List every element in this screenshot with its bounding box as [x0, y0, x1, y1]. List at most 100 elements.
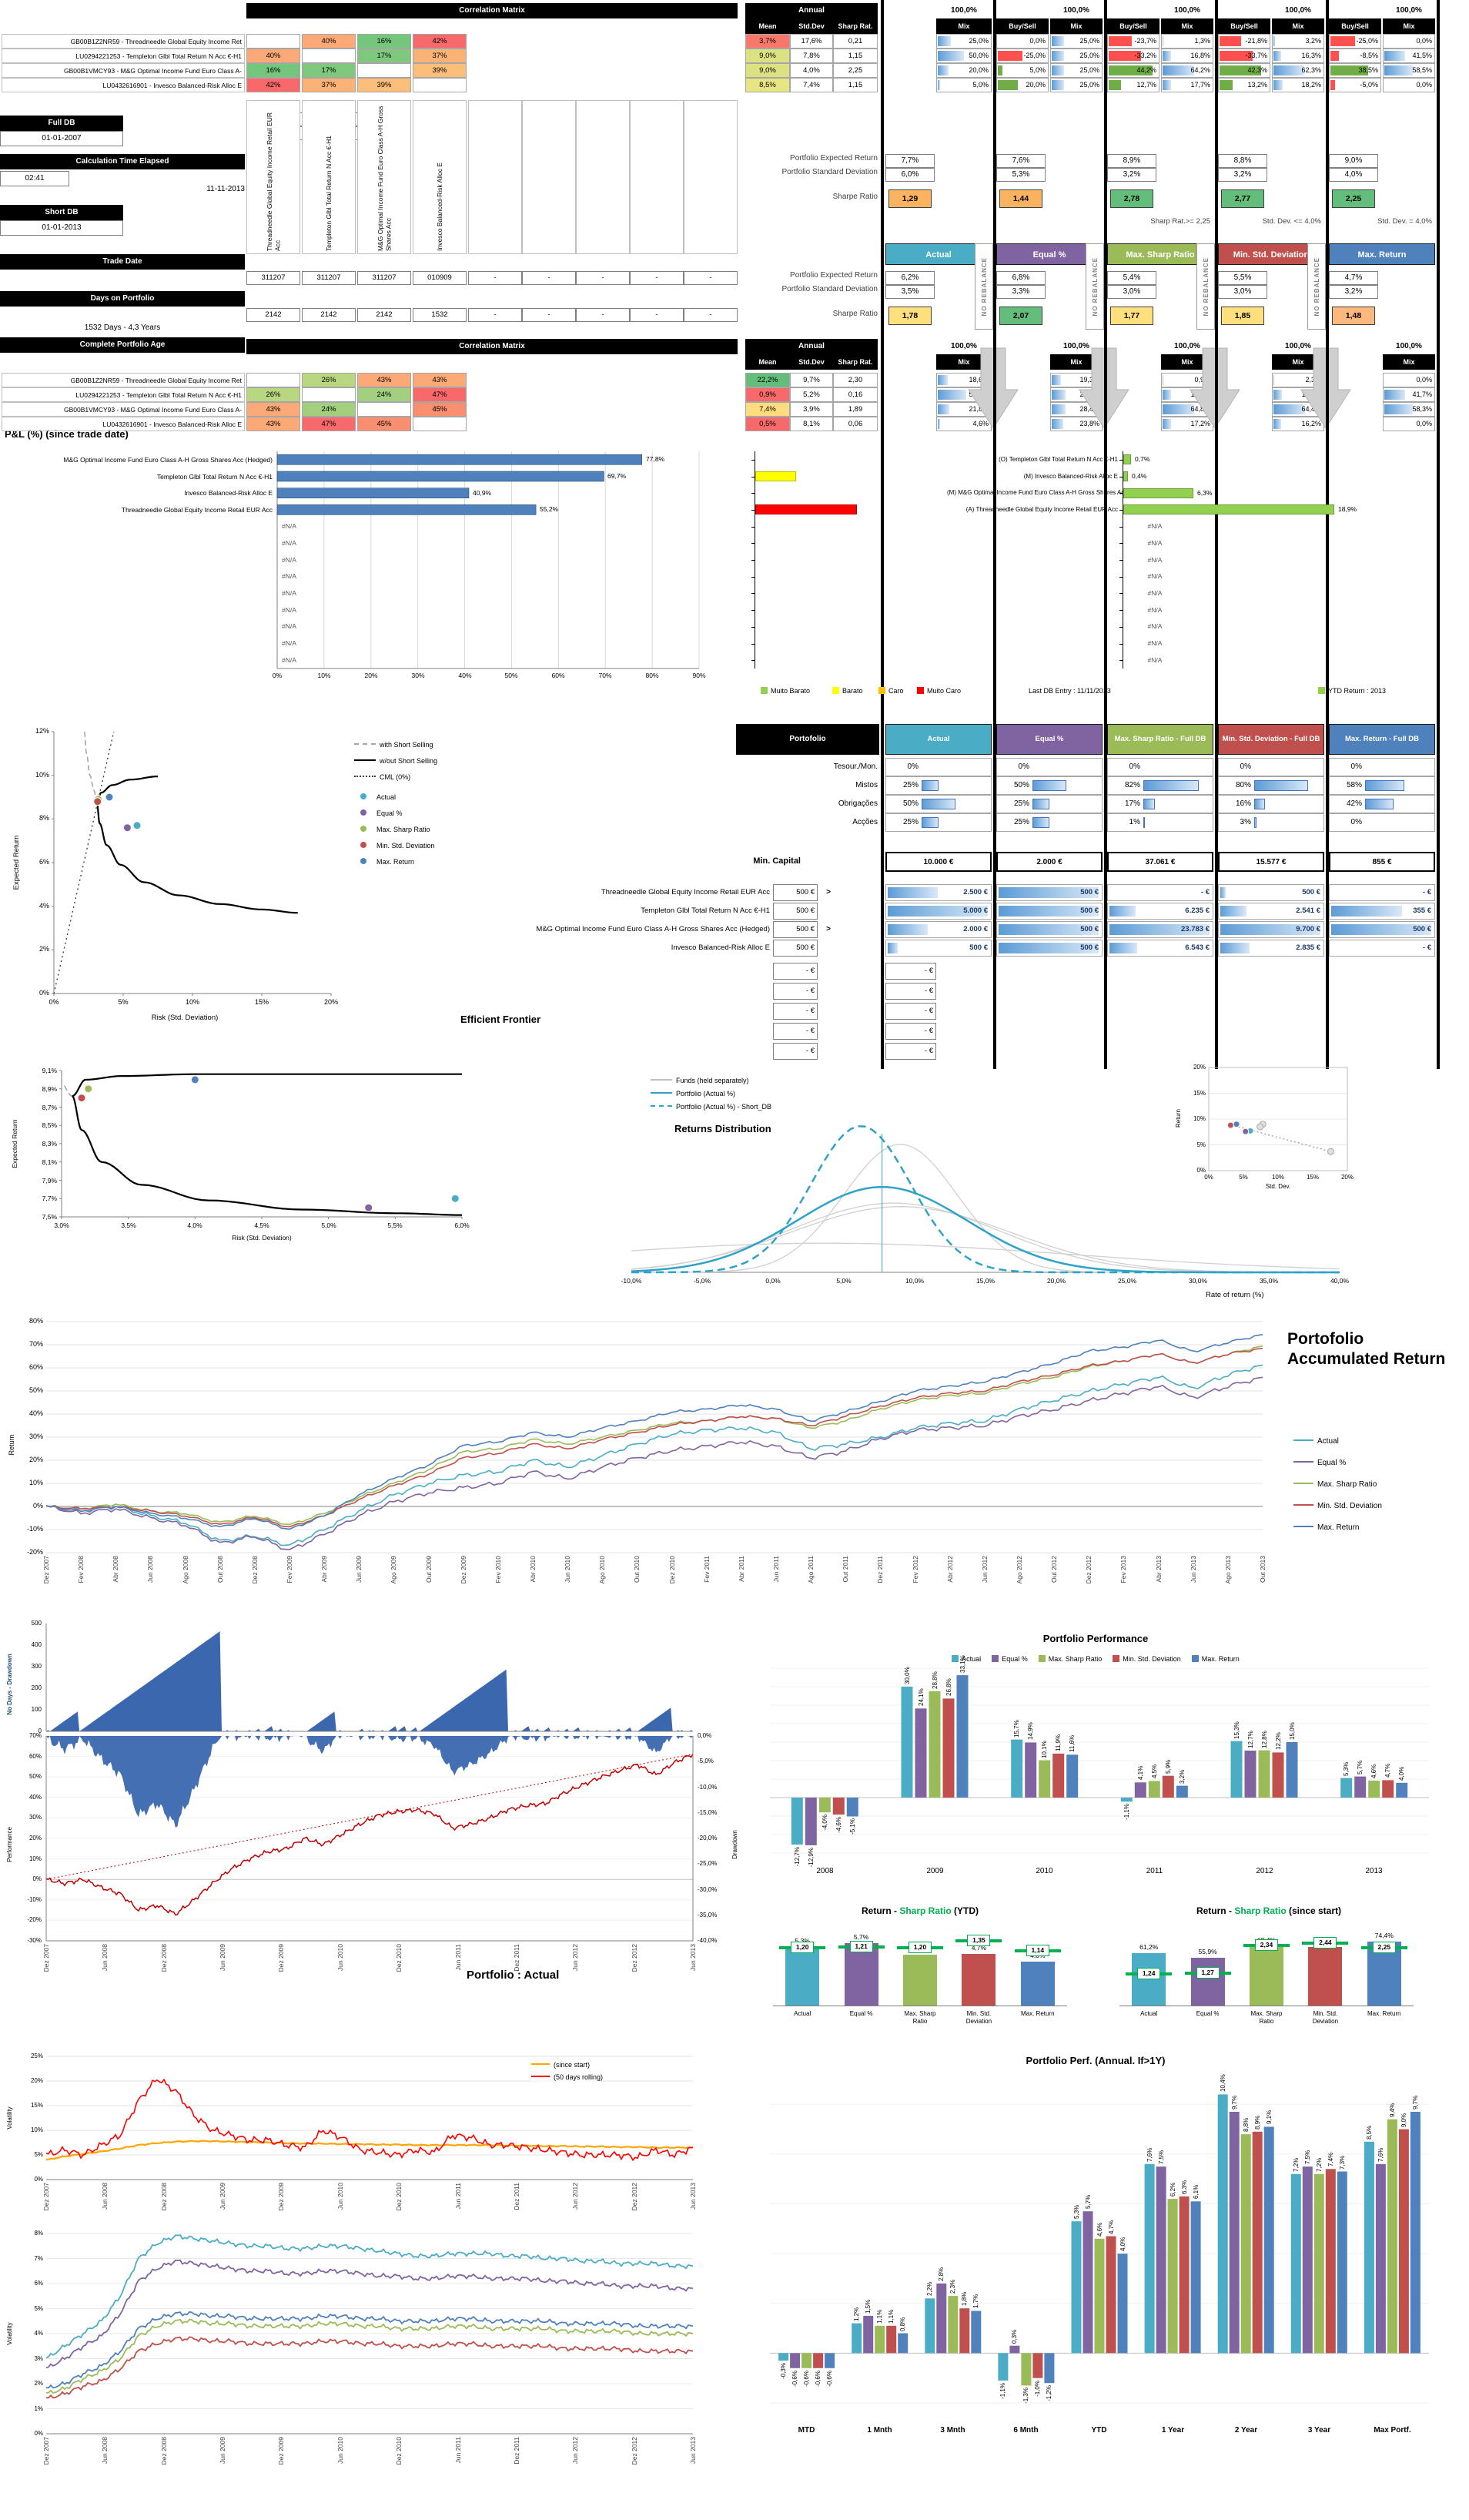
mix-column-header[interactable]: Mix — [1383, 18, 1435, 34]
correlation-cell[interactable]: 43% — [413, 373, 467, 387]
mix-column-header[interactable]: Mix — [1050, 18, 1103, 34]
correlation-cell[interactable]: 39% — [357, 78, 411, 92]
min-capital-cell[interactable]: - € — [1329, 884, 1435, 901]
valuation-legend-item[interactable]: Caro — [878, 687, 904, 698]
frontier-legend-item[interactable]: Actual — [354, 793, 396, 804]
drawdown-days-chart[interactable] — [45, 1624, 693, 1732]
allocation-col-header[interactable]: Max. Return - Full DB — [1329, 724, 1435, 755]
mix2-cell[interactable]: 19,3% — [1050, 373, 1103, 387]
min-capital-cell[interactable]: - € — [1329, 940, 1435, 957]
annual-col-header[interactable]: Sharp Rat. — [833, 18, 878, 34]
correlation-cell[interactable]: 47% — [413, 387, 467, 402]
allocation-cell[interactable]: 42% — [1329, 795, 1435, 813]
allocation-cell[interactable]: 25% — [996, 795, 1103, 813]
allocation-col-header[interactable]: Min. Std. Deviation - Full DB — [1218, 724, 1324, 755]
allocation-col-header[interactable]: Max. Sharp Ratio - Full DB — [1107, 724, 1213, 755]
empty-capital-cell[interactable]: - € — [885, 1043, 936, 1060]
buysell-cell[interactable]: -33,2% — [1107, 49, 1159, 63]
correlation-cell[interactable] — [246, 373, 300, 387]
frontier-legend-item[interactable]: CML (0%) — [354, 773, 410, 784]
mix2-cell[interactable]: 64,8% — [1161, 402, 1213, 417]
allocation-cell[interactable]: 58% — [1329, 776, 1435, 795]
correlation-cell[interactable]: 39% — [413, 63, 467, 78]
days-on-portfolio-empty[interactable]: - — [522, 308, 576, 322]
annual2-std-cell[interactable]: 5,2% — [790, 387, 833, 402]
portfolio-expected-return-value[interactable]: 8,8% — [1218, 154, 1267, 168]
allocation-cell[interactable]: 25% — [996, 813, 1103, 832]
min-capital-cell[interactable]: 2.500 € — [885, 884, 992, 901]
annual2-mean-cell[interactable]: 0,5% — [745, 417, 790, 431]
portfolio-column-header[interactable]: Actual — [885, 243, 992, 265]
portfolio-column-header[interactable]: Equal % — [996, 243, 1103, 265]
buysell-cell[interactable]: -25,0% — [996, 49, 1049, 63]
mix-cell[interactable]: 3,2% — [1272, 34, 1324, 49]
annual-std-cell[interactable]: 4,0% — [790, 63, 833, 78]
performance-legend-item[interactable]: Max. Return — [1191, 1655, 1240, 1663]
mix-column-header[interactable]: Mix — [1161, 18, 1213, 34]
days-on-portfolio-empty[interactable]: - — [684, 308, 738, 322]
annual2-col-header[interactable]: Sharp Rat. — [833, 354, 878, 370]
buysell-cell[interactable]: -5,0% — [1329, 78, 1381, 92]
efficient-frontier-zoom-chart[interactable] — [59, 1070, 465, 1220]
portfolio-expected-return-value[interactable]: 8,9% — [1107, 154, 1156, 168]
annual2-mean-cell[interactable]: 0,9% — [745, 387, 790, 402]
annual-sharp-cell[interactable]: 1,15 — [833, 78, 878, 92]
mix2-cell[interactable]: 58,3% — [1383, 402, 1435, 417]
min-capital-cell[interactable]: 6.543 € — [1107, 940, 1213, 957]
min-capital-total[interactable]: 2.000 € — [996, 852, 1103, 872]
allocation-cell[interactable]: 0% — [885, 758, 992, 776]
annual2-sharp-cell[interactable]: 2,30 — [833, 373, 878, 387]
annual2-mean-cell[interactable]: 22,2% — [745, 373, 790, 387]
trade-date-value[interactable]: 010909 — [413, 271, 467, 285]
allocation-cell[interactable]: 25% — [885, 776, 992, 795]
mix-cell[interactable]: 1,3% — [1161, 34, 1213, 49]
correlation-cell[interactable]: 17% — [357, 49, 411, 63]
days-on-portfolio-value[interactable]: 2142 — [357, 308, 411, 322]
portfolio-column-header[interactable]: Max. Sharp Ratio — [1107, 243, 1213, 265]
correlation-cell[interactable]: 26% — [302, 373, 356, 387]
mix-cell[interactable]: 41,5% — [1383, 49, 1435, 63]
annual-std-cell[interactable]: 17,6% — [790, 34, 833, 49]
correlation-cell[interactable]: 40% — [302, 34, 356, 49]
min-capital-total[interactable]: 855 € — [1329, 852, 1435, 872]
correlation-cell[interactable]: 45% — [357, 417, 411, 431]
volatility-multi-chart[interactable] — [45, 2233, 694, 2435]
trade-date-empty[interactable]: - — [630, 271, 684, 285]
buysell-column-header[interactable]: Buy/Sell — [1329, 18, 1381, 34]
correlation-cell[interactable]: 42% — [246, 78, 300, 92]
correlation-cell[interactable]: 16% — [246, 63, 300, 78]
portfolio-std-deviation2-value[interactable]: 3,0% — [1218, 285, 1267, 299]
distribution-legend-item[interactable]: Portfolio (Actual %) — [651, 1090, 735, 1101]
mix-cell[interactable]: 64,2% — [1161, 63, 1213, 78]
allocation-col-header[interactable]: Equal % — [996, 724, 1103, 755]
portfolio-std-deviation-value[interactable]: 3,2% — [1107, 168, 1156, 182]
buysell-cell[interactable]: -23,7% — [1107, 34, 1159, 49]
min-capital-cell[interactable]: - € — [1107, 884, 1213, 901]
correlation-cell[interactable] — [246, 34, 300, 49]
annual-sharp-cell[interactable]: 1,15 — [833, 49, 878, 63]
performance-chart[interactable] — [770, 1667, 1429, 1854]
empty-min-cell[interactable]: - € — [773, 1043, 818, 1060]
correlation-cell[interactable]: 17% — [302, 63, 356, 78]
correlation-cell[interactable]: 16% — [357, 34, 411, 49]
buysell-cell[interactable]: 20,0% — [996, 78, 1049, 92]
portfolio-expected-return-value[interactable]: 9,0% — [1329, 154, 1378, 168]
min-capital-cell[interactable]: 500 € — [996, 903, 1103, 920]
sharpe-return-bar[interactable] — [844, 1942, 878, 2006]
mix-column-header[interactable]: Mix — [1272, 18, 1324, 34]
annual2-mean-cell[interactable]: 7,4% — [745, 402, 790, 417]
portfolio-expected-return-value[interactable]: 7,6% — [996, 154, 1046, 168]
portfolio-std-deviation2-value[interactable]: 3,2% — [1329, 285, 1378, 299]
accumulated-return-chart[interactable] — [45, 1321, 1263, 1553]
fund-min-value[interactable]: 500 € — [773, 921, 818, 938]
allocation-cell[interactable]: 0% — [1329, 758, 1435, 776]
buysell-cell[interactable]: 13,2% — [1218, 78, 1270, 92]
sharpe-ratio2-value[interactable]: 1,78 — [888, 307, 932, 325]
correlation-cell[interactable]: 26% — [246, 387, 300, 402]
correlation-cell[interactable] — [413, 417, 467, 431]
returns-distribution-chart[interactable] — [631, 1118, 1340, 1275]
sharpe-ratio2-value[interactable]: 1,77 — [1110, 307, 1153, 325]
ytd-return-legend[interactable]: YTD Return : 2013 — [1318, 687, 1457, 695]
volatility-chart[interactable] — [45, 2056, 694, 2180]
sharpe-ratio2-value[interactable]: 2,07 — [999, 307, 1042, 325]
